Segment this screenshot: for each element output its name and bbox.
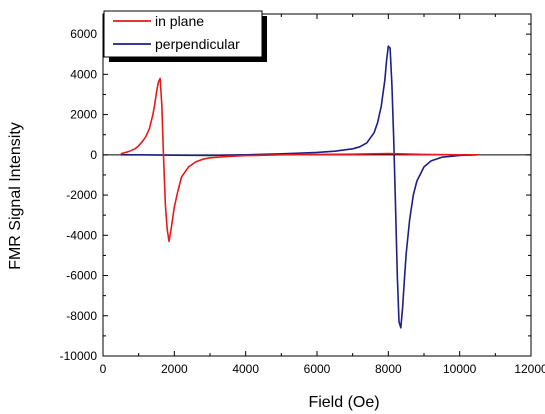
x-tick-label: 12000 xyxy=(514,362,545,376)
series-layer xyxy=(120,45,478,329)
plot-area xyxy=(102,13,532,357)
y-tick-label: 2000 xyxy=(70,108,97,122)
y-tick-label: 6000 xyxy=(70,27,97,41)
legend-box xyxy=(103,10,263,58)
y-axis-ticks: -10000 -8000 -6000 -4000 -2000 0 2000 4000 6000 xyxy=(60,23,531,363)
y-tick-label: -4000 xyxy=(66,228,97,242)
y-tick-label: -2000 xyxy=(66,188,97,202)
x-tick-label: 10000 xyxy=(443,362,477,376)
y-axis-title: FMR Signal Intensity xyxy=(7,122,24,270)
y-tick-label: 4000 xyxy=(70,67,97,81)
x-tick-label: 2000 xyxy=(161,362,188,376)
plot-frame xyxy=(102,13,532,357)
x-tick-label: 8000 xyxy=(375,362,402,376)
legend-label-in-plane: in plane xyxy=(155,13,204,29)
x-tick-label: 0 xyxy=(100,362,107,376)
series-line-perpendicular xyxy=(120,45,478,329)
y-tick-label: -6000 xyxy=(66,269,97,283)
x-tick-label: 4000 xyxy=(232,362,259,376)
x-axis-ticks: 0 2000 4000 6000 8000 10000 12000 xyxy=(100,14,545,376)
x-axis-title: Field (Oe) xyxy=(308,394,379,411)
y-tick-label: -8000 xyxy=(66,309,97,323)
legend-label-perpendicular: perpendicular xyxy=(155,36,240,52)
legend: in plane perpendicular xyxy=(103,10,267,62)
y-tick-label: 0 xyxy=(90,148,97,162)
x-tick-label: 6000 xyxy=(304,362,331,376)
series-line-in-plane xyxy=(120,77,478,243)
y-tick-label: -10000 xyxy=(60,349,98,363)
